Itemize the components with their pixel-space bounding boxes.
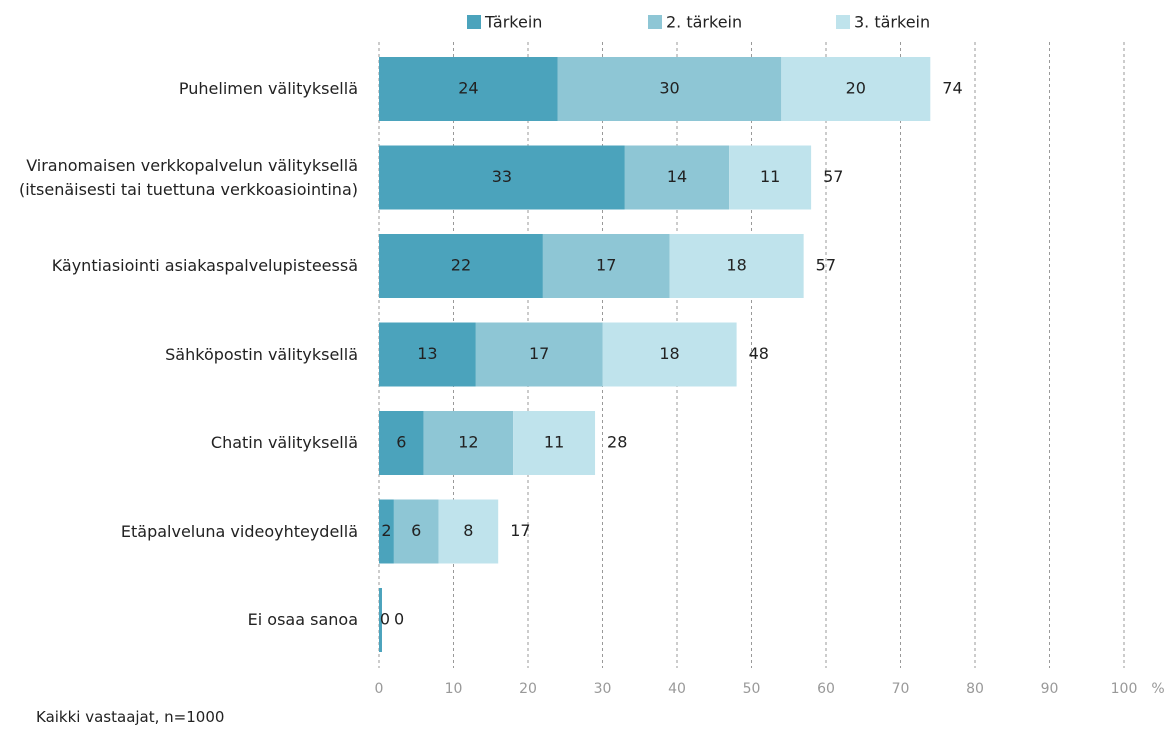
legend-label: Tärkein xyxy=(484,13,542,32)
data-label: 24 xyxy=(458,79,478,98)
bar-segment xyxy=(393,499,439,564)
total-label: 48 xyxy=(749,344,769,363)
footnote: Kaikki vastaajat, n=1000 xyxy=(36,708,225,726)
data-label: 18 xyxy=(659,344,679,363)
bar-segment xyxy=(423,411,514,475)
x-tick-label: 90 xyxy=(1041,681,1059,697)
category-label: Chatin välityksellä xyxy=(210,433,358,452)
bar-segment xyxy=(624,145,730,210)
x-tick-label: 40 xyxy=(668,681,686,697)
total-label: 28 xyxy=(607,433,627,452)
x-tick-label: 70 xyxy=(892,681,910,697)
data-label: 17 xyxy=(596,256,616,275)
bar-segment xyxy=(379,411,424,475)
bar-segment xyxy=(669,234,804,298)
total-label: 0 xyxy=(394,610,404,629)
bar-segment xyxy=(379,234,543,298)
data-label: 2 xyxy=(381,521,391,540)
data-label: 11 xyxy=(544,433,564,452)
bar-segment xyxy=(379,588,382,652)
bar-segment xyxy=(602,322,737,387)
data-label: 13 xyxy=(417,344,437,363)
data-label: 14 xyxy=(667,167,687,186)
data-label: 11 xyxy=(760,167,780,186)
x-tick-label: 80 xyxy=(966,681,984,697)
bar-segment xyxy=(542,234,670,298)
bar-segment xyxy=(379,499,394,564)
bar-segment xyxy=(379,145,625,210)
bar-segment xyxy=(729,145,812,210)
bar-segment xyxy=(781,57,931,121)
bar-segment xyxy=(379,322,476,387)
category-label: Ei osaa sanoa xyxy=(247,610,358,629)
data-label: 6 xyxy=(396,433,406,452)
legend-label: 2. tärkein xyxy=(666,13,742,32)
total-label: 17 xyxy=(510,521,530,540)
bar-segment xyxy=(438,499,499,564)
legend-swatch xyxy=(648,15,662,29)
x-tick-label: 0 xyxy=(375,681,384,697)
data-label: 12 xyxy=(458,433,478,452)
data-label: 17 xyxy=(529,344,549,363)
legend-label: 3. tärkein xyxy=(854,13,930,32)
x-tick-label: 30 xyxy=(594,681,612,697)
x-tick-label: 60 xyxy=(817,681,835,697)
category-label: Viranomaisen verkkopalvelun välityksellä… xyxy=(19,155,358,199)
x-tick-label: 100 xyxy=(1111,681,1138,697)
data-label: 6 xyxy=(411,521,421,540)
legend-swatch xyxy=(836,15,850,29)
category-label: Sähköpostin välityksellä xyxy=(165,344,358,364)
x-unit: % xyxy=(1151,681,1164,697)
data-label: 22 xyxy=(451,256,471,275)
bar-segment xyxy=(379,57,558,121)
data-label: 20 xyxy=(846,79,866,98)
bar-segment xyxy=(557,57,782,121)
data-label: 33 xyxy=(492,167,512,186)
category-label: Etäpalveluna videoyhteydellä xyxy=(120,521,358,541)
x-tick-label: 50 xyxy=(743,681,761,697)
total-label: 74 xyxy=(942,79,962,98)
data-label: 18 xyxy=(726,256,746,275)
x-tick-label: 20 xyxy=(519,681,537,697)
legend-swatch xyxy=(467,15,481,29)
total-label: 57 xyxy=(823,167,843,186)
bar-segment xyxy=(475,322,603,387)
data-label: 0 xyxy=(380,610,390,629)
bar-segment xyxy=(513,411,596,475)
category-label: Käyntiasiointi asiakaspalvelupisteessä xyxy=(51,256,358,275)
data-label: 30 xyxy=(659,79,679,98)
data-label: 8 xyxy=(463,521,473,540)
total-label: 57 xyxy=(816,256,836,275)
x-tick-label: 10 xyxy=(445,681,463,697)
category-label: Puhelimen välityksellä xyxy=(178,79,358,98)
